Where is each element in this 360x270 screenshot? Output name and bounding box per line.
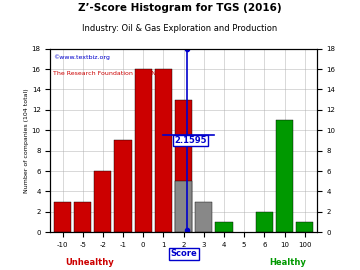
Bar — [215, 222, 233, 232]
Bar — [94, 171, 112, 232]
Bar — [54, 202, 71, 232]
Y-axis label: Number of companies (104 total): Number of companies (104 total) — [24, 88, 29, 193]
Text: Healthy: Healthy — [270, 258, 306, 267]
Bar — [74, 202, 91, 232]
Bar — [114, 140, 132, 232]
Bar — [256, 212, 273, 232]
Bar — [296, 222, 313, 232]
Text: 2.1595: 2.1595 — [175, 136, 207, 145]
Bar — [155, 69, 172, 232]
Bar — [175, 100, 192, 232]
Bar — [135, 69, 152, 232]
Bar — [276, 120, 293, 232]
X-axis label: Score: Score — [170, 249, 197, 258]
Bar — [195, 202, 212, 232]
Text: Industry: Oil & Gas Exploration and Production: Industry: Oil & Gas Exploration and Prod… — [82, 24, 278, 33]
Text: Z’-Score Histogram for TGS (2016): Z’-Score Histogram for TGS (2016) — [78, 3, 282, 13]
Text: ©www.textbiz.org: ©www.textbiz.org — [53, 54, 110, 60]
Text: Unhealthy: Unhealthy — [66, 258, 114, 267]
Bar — [175, 181, 192, 232]
Text: The Research Foundation of SUNY: The Research Foundation of SUNY — [53, 71, 160, 76]
